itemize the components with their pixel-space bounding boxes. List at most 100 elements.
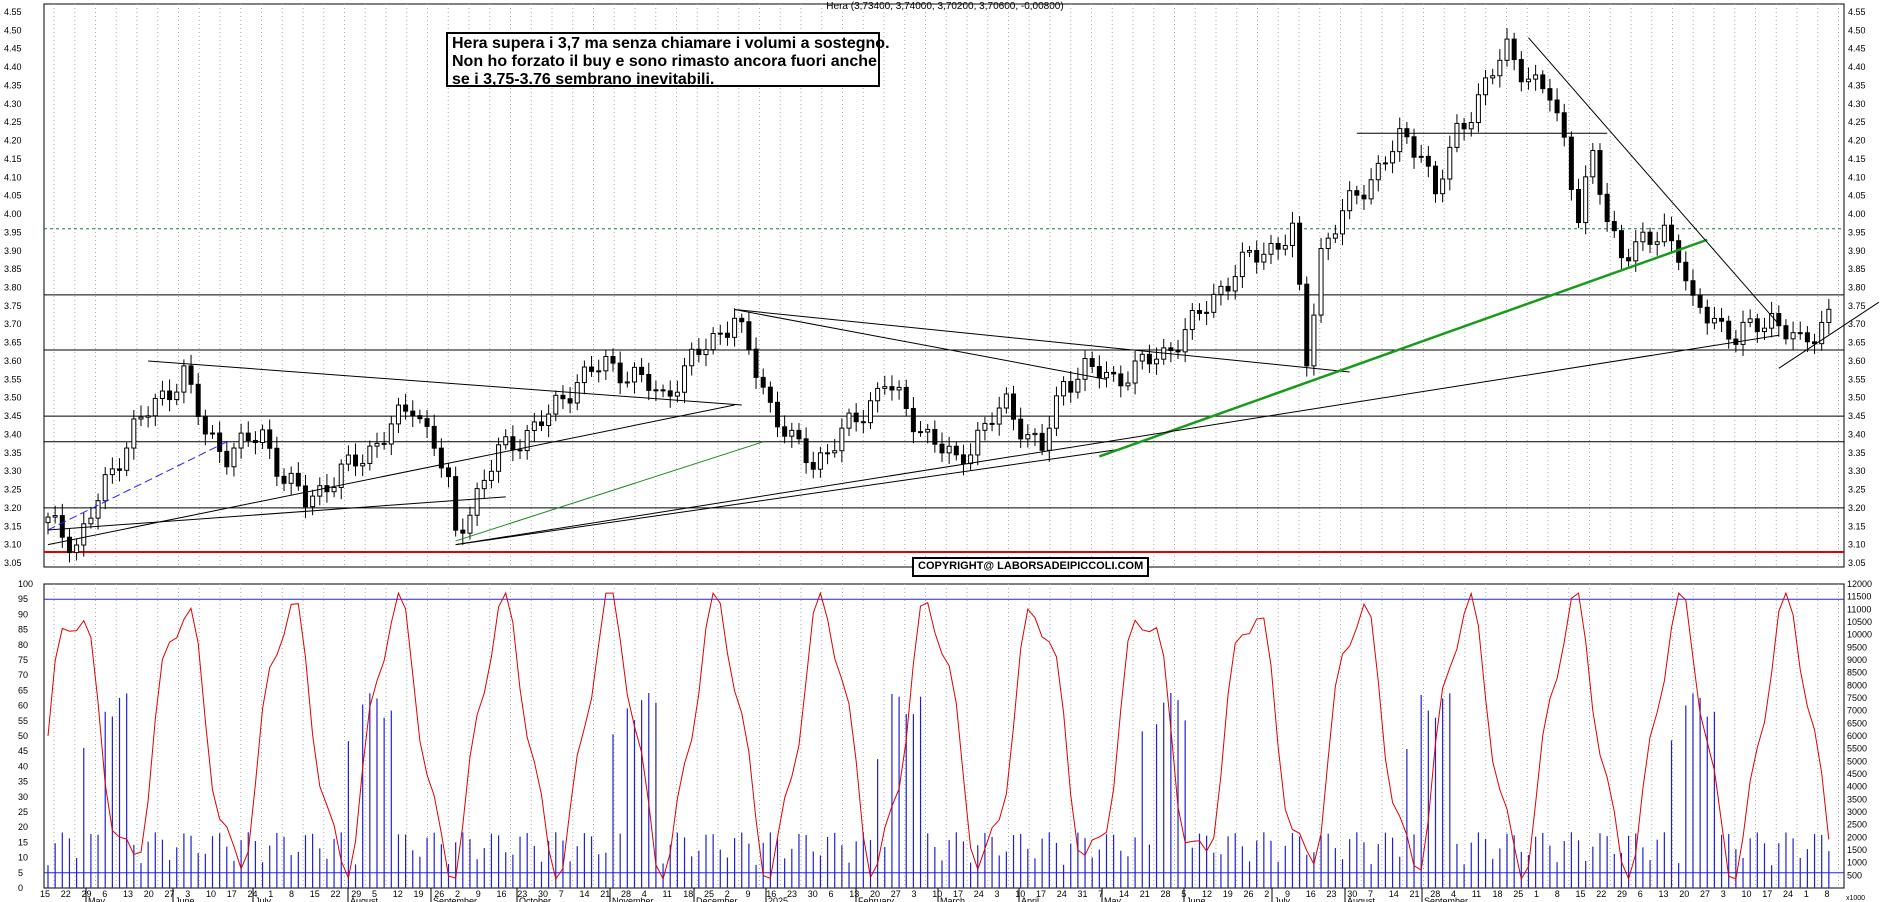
candle-body [81, 523, 87, 546]
x-tick-label: 18 [683, 889, 693, 899]
x-tick-label: 17 [1762, 889, 1772, 899]
candle-body [739, 317, 745, 323]
x-tick-label: 10 [932, 889, 942, 899]
osc-tick-label: 65 [18, 685, 28, 695]
candle-body [746, 321, 752, 350]
y-tick-label-right: 3.20 [1848, 503, 1866, 513]
month-label: December [696, 896, 738, 902]
candle-body [1704, 306, 1710, 324]
candle-body [1397, 128, 1403, 153]
x-tick-label: 3 [912, 889, 917, 899]
x-tick-label: 21 [600, 889, 610, 899]
trend-line [1098, 238, 1708, 458]
x-tick-label: 2 [455, 889, 460, 899]
volume-tick-label: 9500 [1847, 642, 1867, 652]
x-tick-label: 7 [1098, 889, 1103, 899]
candle-body [317, 485, 323, 497]
candle-body [281, 475, 287, 484]
candle-body [925, 428, 931, 433]
y-tick-label-left: 4.10 [4, 172, 22, 182]
candle-body [732, 317, 738, 338]
candle-body [674, 391, 680, 397]
candle-body [524, 430, 530, 452]
candle-body [446, 467, 452, 478]
candle-body [1211, 293, 1217, 313]
candle-body [1576, 188, 1582, 224]
candle-body [1432, 165, 1438, 195]
osc-tick-label: 55 [18, 716, 28, 726]
x-tick-label: 3 [185, 889, 190, 899]
candle-body [531, 421, 537, 432]
candle-body [1032, 432, 1038, 436]
candle-body [1719, 317, 1725, 322]
osc-tick-label: 20 [18, 822, 28, 832]
y-tick-label-left: 4.15 [4, 154, 22, 164]
candle-body [996, 407, 1002, 425]
candle-body [438, 447, 444, 469]
candle-body [181, 365, 187, 393]
trend-line [455, 334, 1779, 546]
candle-body [553, 394, 559, 415]
candle-body [1082, 358, 1088, 380]
annotation-line: se i 3,75-3.76 sembrano inevitabili. [452, 71, 715, 88]
x-tick-label: 8 [289, 889, 294, 899]
x-tick-label: 10 [1742, 889, 1752, 899]
month-label: June [175, 896, 195, 902]
candle-body [74, 544, 80, 554]
candle-body [174, 391, 180, 401]
candle-body [1661, 224, 1667, 243]
candle-body [1254, 249, 1260, 263]
y-tick-label-right: 4.25 [1848, 117, 1866, 127]
candle-body [717, 332, 723, 335]
y-tick-label-left: 3.15 [4, 521, 22, 531]
candle-body [496, 444, 502, 472]
y-tick-label-right: 4.00 [1848, 209, 1866, 219]
x-tick-label: 28 [1161, 889, 1171, 899]
y-tick-label-right: 3.05 [1848, 558, 1866, 568]
candle-body [953, 445, 959, 456]
x-tick-label: 11 [663, 889, 672, 899]
candle-body [1483, 77, 1489, 96]
candle-body [839, 427, 845, 452]
candle-body [896, 386, 902, 391]
osc-tick-label: 15 [18, 837, 28, 847]
y-tick-label-left: 3.05 [4, 558, 22, 568]
candle-body [131, 418, 137, 449]
candle-body [989, 422, 995, 425]
candle-body [1061, 381, 1067, 397]
y-tick-label-right: 4.05 [1848, 191, 1866, 201]
candle-body [195, 383, 201, 417]
month-label: July [255, 896, 272, 902]
x-tick-label: 7 [559, 889, 564, 899]
candle-body [689, 348, 695, 367]
candle-body [1118, 373, 1124, 387]
candle-body [1418, 155, 1424, 158]
candle-body [1461, 122, 1467, 130]
x-tick-label: 25 [704, 889, 714, 899]
y-tick-label-left: 3.45 [4, 411, 22, 421]
candle-body [331, 486, 337, 493]
y-tick-label-right: 3.90 [1848, 246, 1866, 256]
candle-body [1754, 318, 1760, 333]
y-tick-label-right: 3.10 [1848, 540, 1866, 550]
candle-body [603, 355, 609, 372]
candle-body [1633, 241, 1639, 262]
volume-tick-label: 3000 [1847, 807, 1867, 817]
x-tick-label: 17 [953, 889, 963, 899]
x-tick-label: 13 [849, 889, 859, 899]
volume-tick-label: 10500 [1847, 617, 1872, 627]
y-tick-label-left: 3.65 [4, 338, 22, 348]
candle-body [1232, 276, 1238, 292]
osc-tick-label: 75 [18, 655, 28, 665]
y-tick-label-left: 3.40 [4, 429, 22, 439]
x-tick-label: 1 [1534, 889, 1539, 899]
month-label: April [1021, 896, 1039, 902]
candle-body [1046, 427, 1052, 451]
x-tick-label: 15 [1576, 889, 1586, 899]
candle-body [117, 468, 123, 471]
month-label: February [858, 896, 895, 902]
candle-body [481, 479, 487, 490]
candle-body [1769, 313, 1775, 329]
candle-body [968, 454, 974, 465]
candle-body [853, 412, 859, 423]
